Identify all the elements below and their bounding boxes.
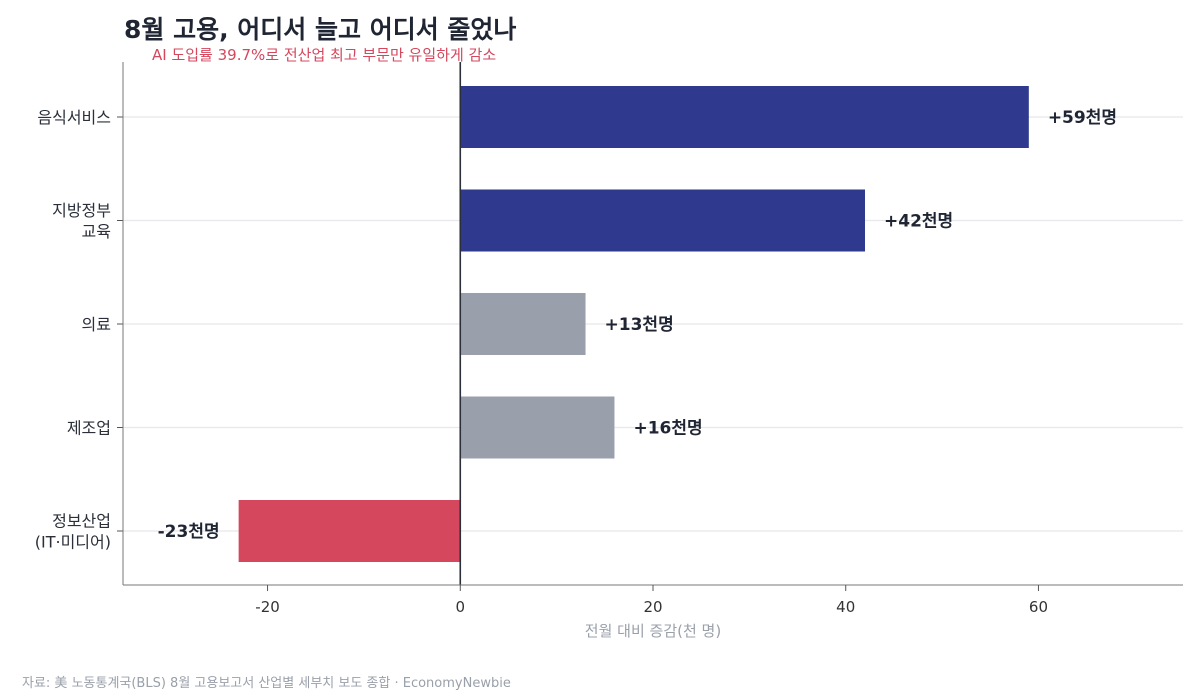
data-label: +13천명: [605, 315, 674, 335]
axes: [117, 62, 1183, 591]
y-tick-label: 지방정부 교육: [52, 201, 111, 241]
data-label: -23천명: [158, 522, 220, 542]
bar: [238, 500, 461, 562]
x-tick-label: 20: [643, 598, 662, 616]
chart-subtitle: AI 도입률 39.7%로 전산업 최고 부문만 유일하게 감소: [152, 46, 497, 64]
y-tick-label: 의료: [82, 315, 111, 334]
x-tick-label: 0: [455, 598, 465, 616]
data-label: +42천명: [884, 212, 953, 232]
data-label: +16천명: [633, 419, 702, 439]
y-tick-label: 제조업: [67, 419, 111, 438]
bar: [460, 396, 615, 459]
y-tick-label: 음식서비스: [37, 108, 111, 127]
source-note: 자료: 美 노동통계국(BLS) 8월 고용보고서 산업별 세부치 보도 종합 …: [22, 676, 511, 691]
x-tick-label: -20: [255, 598, 280, 616]
x-tick-label: 60: [1029, 598, 1048, 616]
bar: [460, 293, 586, 355]
bar: [460, 189, 865, 252]
x-axis-label: 전월 대비 증감(천 명): [585, 622, 721, 640]
bars: [238, 86, 1029, 562]
y-tick-label: 정보산업 (IT·미디어): [35, 512, 111, 552]
data-label: +59천명: [1048, 108, 1117, 128]
bar: [460, 86, 1029, 148]
x-tick-label: 40: [836, 598, 855, 616]
chart-title: 8월 고용, 어디서 늘고 어디서 줄었나: [124, 15, 517, 44]
